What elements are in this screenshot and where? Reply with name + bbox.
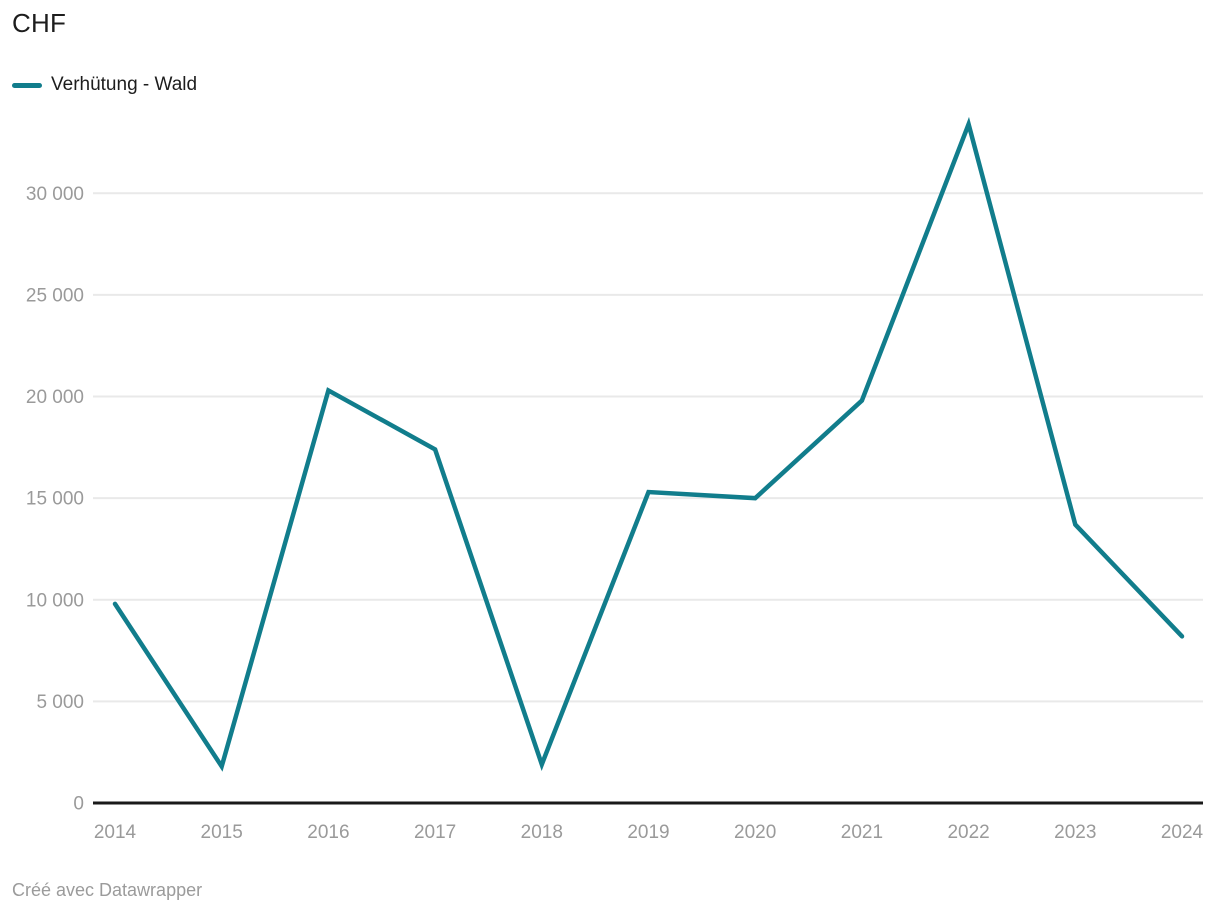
credit-line: Créé avec Datawrapper xyxy=(12,880,203,900)
y-axis-tick-label: 20 000 xyxy=(26,387,84,408)
x-axis-tick-label: 2018 xyxy=(521,822,563,843)
y-axis-tick-label: 0 xyxy=(73,794,84,815)
x-axis-tick-label: 2021 xyxy=(841,822,883,843)
x-axis-tick-label: 2016 xyxy=(307,822,349,843)
series-line-verh-tung-wald xyxy=(112,116,1185,772)
y-axis-tick-label: 5 000 xyxy=(36,692,84,713)
x-axis-tick-label: 2022 xyxy=(947,822,989,843)
x-axis-tick-label: 2015 xyxy=(201,822,243,843)
chart-title: CHF xyxy=(12,8,67,38)
y-axis-tick-label: 30 000 xyxy=(26,184,84,205)
legend-label: Verhütung - Wald xyxy=(51,74,198,95)
y-axis-tick-label: 25 000 xyxy=(26,285,84,306)
x-axis-tick-label: 2019 xyxy=(627,822,669,843)
y-axis-tick-label: 15 000 xyxy=(26,489,84,510)
y-axis-tick-label: 10 000 xyxy=(26,590,84,611)
x-axis-tick-label: 2014 xyxy=(94,822,137,843)
x-axis-tick-label: 2020 xyxy=(734,822,776,843)
legend-line-swatch xyxy=(12,82,42,88)
x-axis-tick-label: 2024 xyxy=(1161,822,1204,843)
legend: Verhütung - Wald xyxy=(12,73,197,97)
x-axis-tick-label: 2017 xyxy=(414,822,456,843)
x-axis-tick-label: 2023 xyxy=(1054,822,1096,843)
